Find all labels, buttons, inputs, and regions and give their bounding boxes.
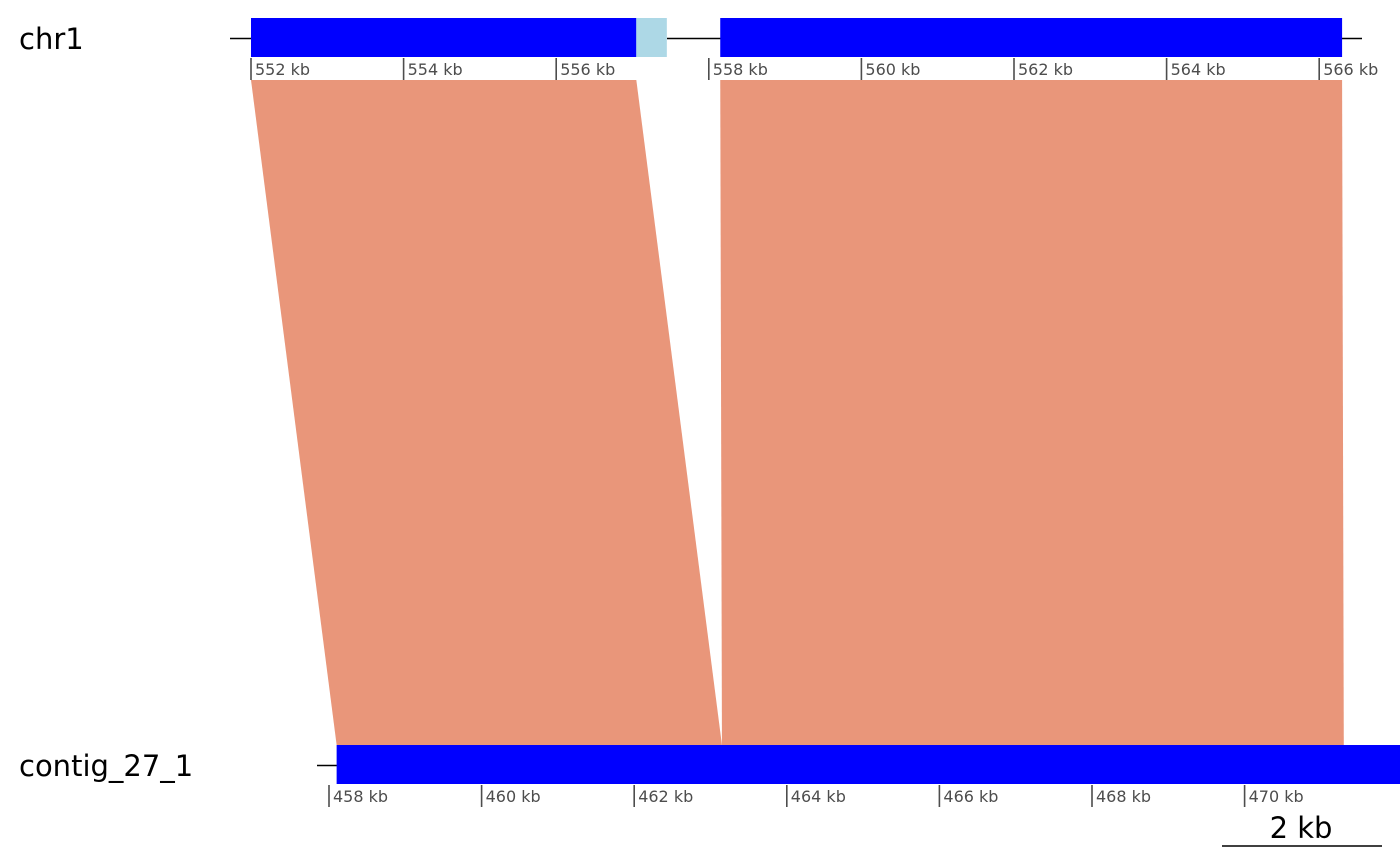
contig-axis: 458 kb 460 kb 462 kb 464 kb 466 kb 468 kb 470 … (328, 785, 1304, 807)
contig-tick-label: 460 kb (486, 787, 541, 806)
contig-tick-label: 470 kb (1249, 787, 1304, 806)
chr1-tick-label: 556 kb (560, 60, 615, 79)
contig-tick-label: 464 kb (791, 787, 846, 806)
track-chr1: 552 kb 554 kb 556 kb 558 kb 560 kb 562 kb 564 … (19, 18, 1378, 80)
contig-tick-label: 462 kb (638, 787, 693, 806)
contig-tick-label: 466 kb (943, 787, 998, 806)
contig-blocks (336, 745, 1400, 784)
sequence-label-contig: contig_27_1 (19, 749, 193, 783)
scale-bar: 2 kb (1222, 811, 1382, 847)
chr1-tick-label: 562 kb (1018, 60, 1073, 79)
chr1-tick-label: 554 kb (408, 60, 463, 79)
scale-bar-label: 2 kb (1270, 811, 1333, 845)
chr1-blocks (251, 18, 1343, 57)
chr1-tick-label: 566 kb (1323, 60, 1378, 79)
chr1-unaligned-block-2 (636, 18, 667, 57)
alignment-links (251, 80, 1344, 745)
chr1-tick-label: 564 kb (1171, 60, 1226, 79)
chr1-tick-label: 558 kb (713, 60, 768, 79)
contig-aligned-block-4 (336, 745, 1400, 784)
contig-tick-label: 458 kb (333, 787, 388, 806)
alignment-link-1 (251, 80, 722, 745)
track-contig: 458 kb 460 kb 462 kb 464 kb 466 kb 468 kb 470 … (19, 745, 1400, 807)
chr1-tick-label: 560 kb (865, 60, 920, 79)
chr1-axis: 552 kb 554 kb 556 kb 558 kb 560 kb 562 kb 564 … (250, 58, 1378, 80)
contig-tick-label: 468 kb (1096, 787, 1151, 806)
chr1-aligned-block-1 (251, 18, 637, 57)
chr1-aligned-block-3 (720, 18, 1343, 57)
sequence-label-chr1: chr1 (19, 22, 84, 56)
alignment-link-2 (720, 80, 1344, 745)
chr1-tick-label: 552 kb (255, 60, 310, 79)
